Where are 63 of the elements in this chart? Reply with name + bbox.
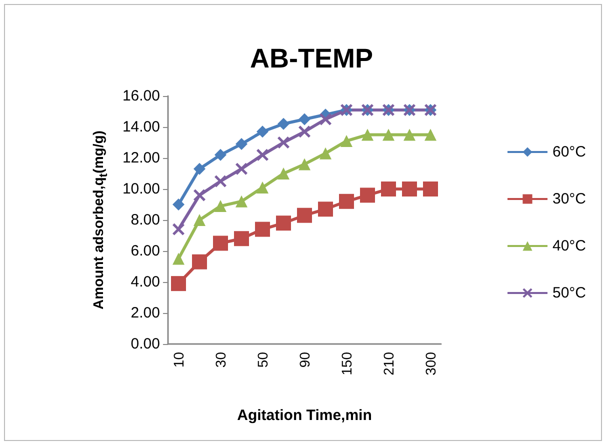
point [171, 276, 186, 292]
y-tick-label: 2.00 [130, 304, 160, 322]
point [194, 162, 206, 175]
point [256, 181, 268, 194]
x-tick-label: 150 [338, 352, 354, 376]
y-tick-label: 16.00 [122, 88, 160, 104]
point [214, 175, 226, 188]
legend-label: 50°C [552, 284, 586, 302]
point [423, 182, 438, 196]
y-tick-label: 8.00 [130, 212, 160, 228]
x-axis-title: Agitation Time,min [237, 407, 372, 424]
y-tick-label: 12.00 [122, 150, 160, 166]
point [255, 222, 270, 237]
point [172, 252, 184, 265]
point [320, 113, 332, 126]
y-tick-label: 0.00 [130, 336, 160, 352]
point [236, 162, 248, 175]
point [234, 231, 249, 246]
point [194, 214, 206, 226]
y-tick-label: 14.00 [122, 118, 160, 136]
point [172, 198, 184, 210]
x-tick-label: 210 [380, 352, 396, 376]
legend-label: 60°C [552, 144, 586, 160]
y-tick-label: 6.00 [130, 242, 160, 260]
point [320, 147, 332, 160]
point [278, 136, 290, 148]
x-tick-label: 10 [170, 352, 186, 368]
point [276, 216, 291, 231]
point [213, 236, 228, 251]
point [381, 182, 396, 196]
chart-title: AB-TEMP [250, 44, 373, 74]
point [194, 189, 206, 202]
y-tick-label: 10.00 [122, 180, 160, 198]
point [298, 126, 310, 138]
point [298, 158, 310, 170]
point [360, 188, 375, 203]
point [236, 195, 248, 208]
legend-label: 40°C [552, 238, 586, 254]
point [318, 202, 333, 217]
point [214, 200, 226, 212]
point [339, 194, 354, 209]
point [214, 148, 226, 161]
legend-label: 30°C [552, 190, 586, 208]
y-tick-label: 4.00 [130, 274, 160, 290]
point [362, 128, 374, 141]
point [236, 138, 248, 150]
point [424, 128, 436, 141]
point [172, 223, 184, 236]
x-tick-label: 30 [212, 352, 228, 368]
point [340, 134, 352, 147]
x-tick-label: 50 [254, 352, 270, 368]
point [256, 148, 268, 161]
x-tick-label: 90 [296, 352, 312, 368]
point [256, 126, 268, 138]
point [402, 182, 417, 196]
point [298, 113, 310, 126]
point [278, 118, 290, 130]
point [404, 128, 416, 141]
point [278, 168, 290, 180]
point [192, 254, 207, 270]
x-tick-label: 300 [422, 352, 438, 376]
point [297, 208, 312, 223]
point [382, 128, 394, 141]
